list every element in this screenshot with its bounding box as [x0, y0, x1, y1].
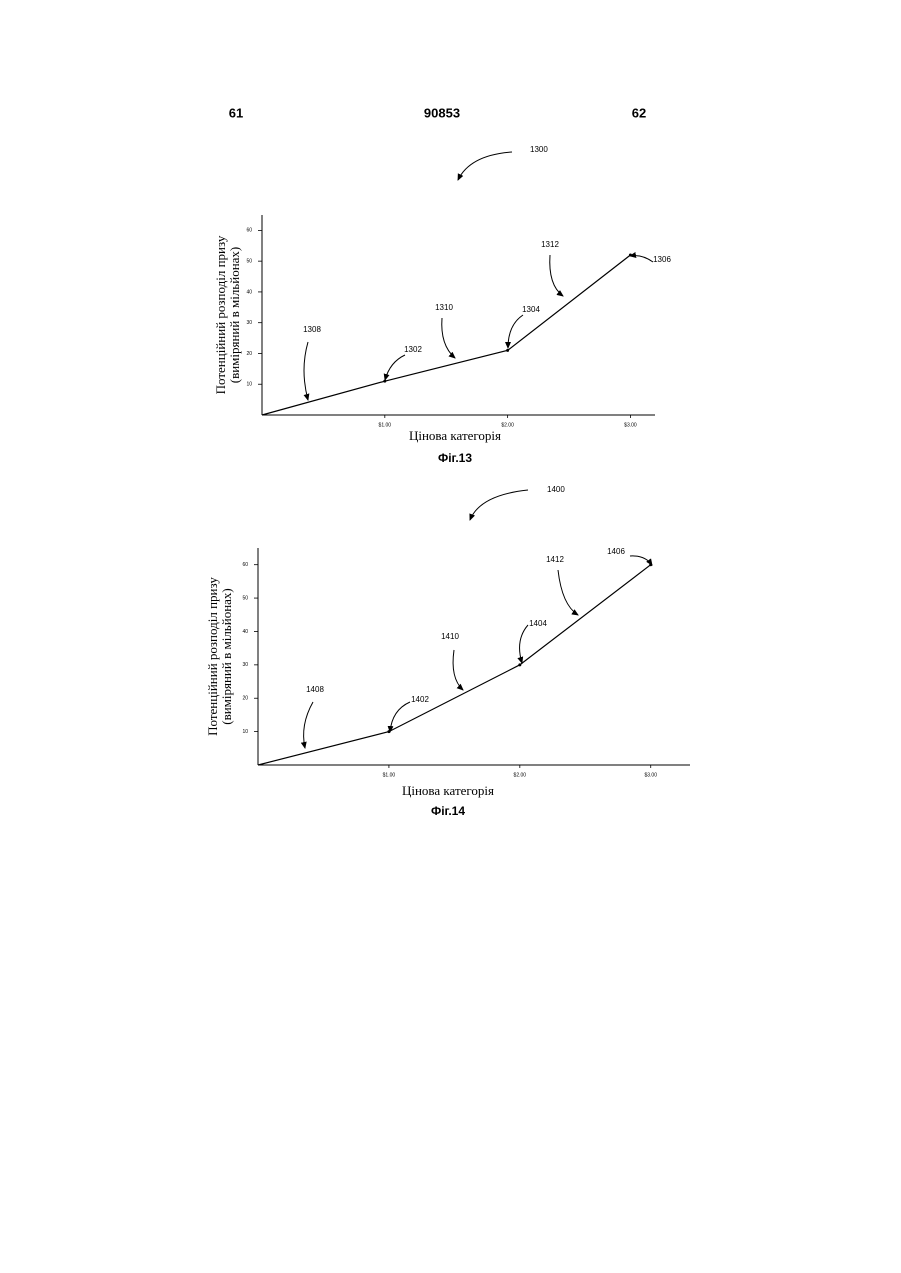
annotation: 1306: [653, 255, 671, 264]
y-tick-label: 20: [246, 351, 252, 357]
y-tick-label: 20: [242, 696, 248, 702]
y-tick-label: 60: [242, 562, 248, 568]
figure-title: Фіг.13: [438, 451, 472, 465]
y-tick-label: 30: [246, 320, 252, 326]
x-tick-label: $2.00: [514, 772, 527, 778]
annotation: 1412: [546, 555, 564, 564]
annotation: 1406: [607, 547, 625, 556]
arrow: [630, 556, 652, 565]
arrow: [304, 702, 313, 748]
arrow: [390, 702, 410, 732]
reference-numeral: 1400: [547, 485, 565, 494]
y-tick-label: 10: [246, 382, 252, 388]
x-tick-label: $1.00: [379, 422, 392, 428]
patent-number: 90853: [424, 105, 460, 120]
x-tick-label: $3.00: [624, 422, 637, 428]
data-point: [506, 349, 509, 352]
arrow: [508, 315, 523, 348]
y-axis-label: (виміряний в мільйонах): [227, 247, 242, 384]
x-axis-label: Цінова категорія: [402, 783, 494, 798]
arrow: [470, 490, 528, 520]
y-axis-label: Потенційний розподіл призу: [205, 577, 220, 736]
arrow: [630, 256, 653, 262]
annotation: 1308: [303, 325, 321, 334]
annotation: 1302: [404, 345, 422, 354]
data-line: [262, 255, 630, 415]
y-tick-label: 50: [242, 595, 248, 601]
y-tick-label: 30: [242, 662, 248, 668]
page-number: 62: [632, 105, 646, 120]
arrow: [453, 650, 463, 690]
y-tick-label: 40: [242, 629, 248, 635]
data-point: [518, 663, 521, 666]
arrow: [558, 570, 578, 615]
y-tick-label: 60: [246, 228, 252, 234]
arrow: [550, 255, 563, 296]
arrow: [520, 625, 528, 663]
figure-title: Фіг.14: [431, 804, 465, 818]
data-point: [383, 380, 386, 383]
arrow: [458, 152, 512, 180]
annotation: 1310: [435, 303, 453, 312]
y-tick-label: 40: [246, 289, 252, 295]
y-axis-label: Потенційний розподіл призу: [213, 235, 228, 394]
annotation: 1404: [529, 619, 547, 628]
x-axis-label: Цінова категорія: [409, 428, 501, 443]
annotation: 1408: [306, 685, 324, 694]
y-tick-label: 10: [242, 729, 248, 735]
page-number: 61: [229, 105, 243, 120]
arrow: [442, 318, 455, 358]
x-tick-label: $1.00: [383, 772, 396, 778]
page: 61 90853 62 10 20 30 40 50 60 $1.00 $2.00 $3.00 П…: [0, 0, 901, 1273]
annotation: 1410: [441, 632, 459, 641]
x-tick-label: $3.00: [644, 772, 657, 778]
y-axis-label: (виміряний в мільйонах): [219, 588, 234, 725]
annotation: 1402: [411, 695, 429, 704]
y-tick-label: 50: [246, 258, 252, 264]
annotation: 1312: [541, 240, 559, 249]
arrow: [304, 342, 308, 400]
data-line: [258, 565, 651, 765]
annotation: 1304: [522, 305, 540, 314]
reference-numeral: 1300: [530, 145, 548, 154]
x-tick-label: $2.00: [501, 422, 514, 428]
